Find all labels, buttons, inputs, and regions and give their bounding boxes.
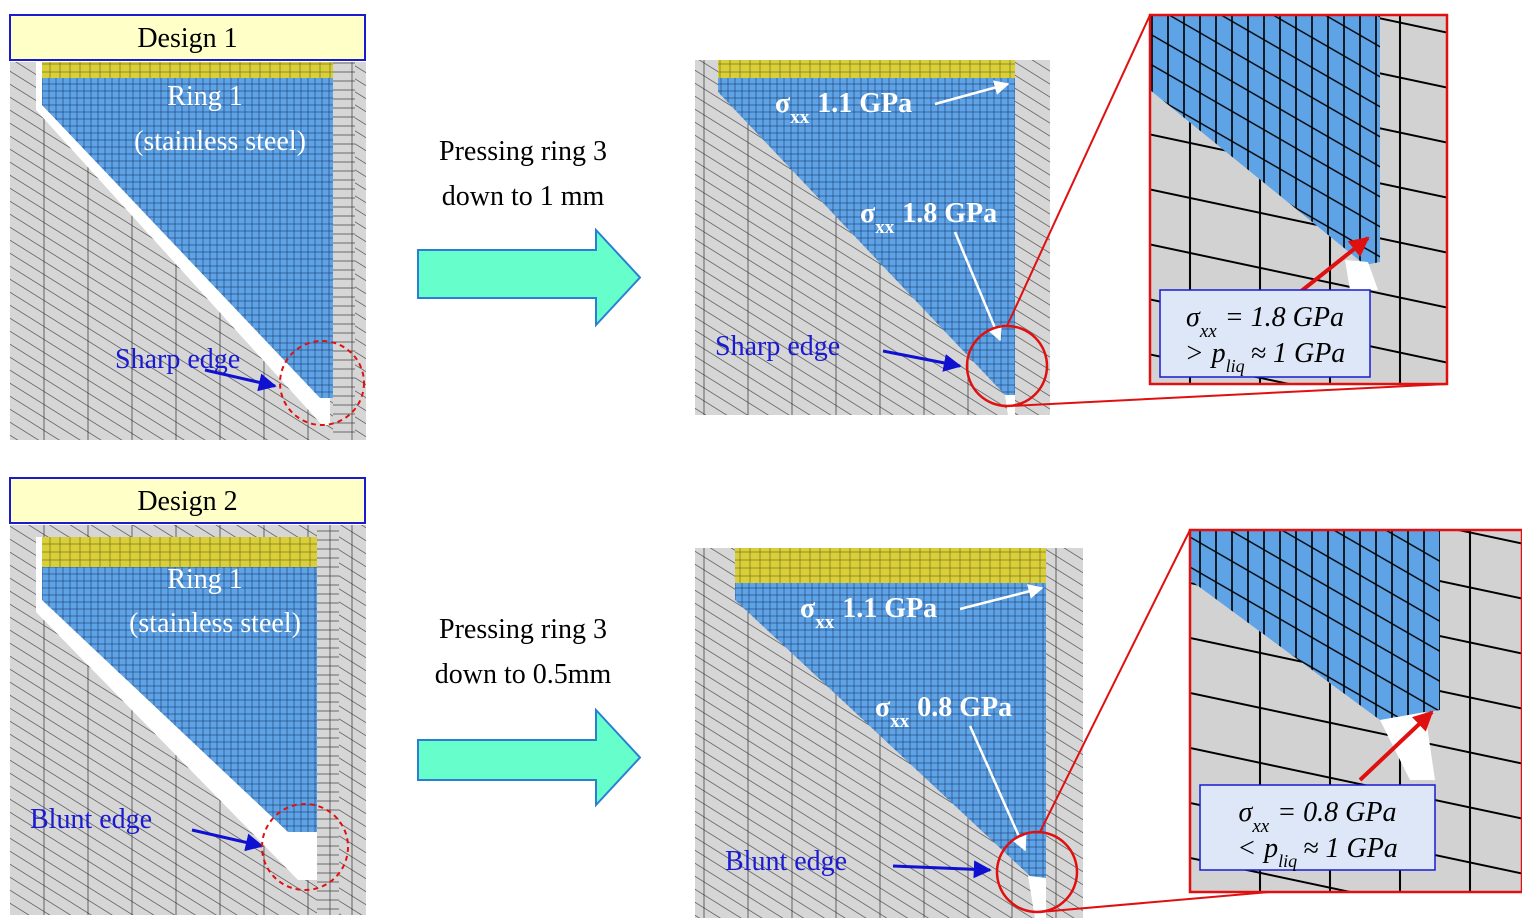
ring-material: (stainless steel) — [129, 608, 301, 639]
ring-material: (stainless steel) — [134, 126, 306, 157]
subscript: liq — [1226, 356, 1245, 376]
subscript: xx — [815, 612, 835, 633]
value: = 1.8 GPa — [1225, 302, 1344, 333]
symbol: σ — [775, 88, 791, 119]
edge-label: Sharp edge — [115, 344, 240, 375]
action-line: down to 0.5mm — [435, 659, 612, 690]
design-label: Design 1 — [137, 23, 237, 54]
figure: Design 1 Ring 1 (stainless steel) Sharp edg… — [0, 0, 1522, 918]
value: 0.8 GPa — [917, 692, 1012, 723]
symbol: σ — [800, 593, 816, 624]
symbol: σ — [1186, 302, 1201, 333]
ring-name: Ring 1 — [167, 81, 242, 112]
process-arrow — [418, 710, 640, 805]
subscript: xx — [790, 107, 810, 128]
ring-name: Ring 1 — [167, 564, 242, 595]
action-line: down to 1 mm — [442, 181, 605, 212]
value: = 0.8 GPa — [1277, 797, 1396, 828]
operator: > — [1185, 338, 1204, 369]
symbol: p — [1210, 338, 1226, 369]
edge-label: Blunt edge — [725, 846, 847, 877]
action-line: Pressing ring 3 — [439, 614, 607, 645]
ring-3 — [42, 62, 333, 78]
edge-label: Blunt edge — [30, 804, 152, 835]
operator: < — [1237, 833, 1256, 864]
subscript: xx — [890, 711, 910, 732]
design-row: Design 2 Ring 1 (stainless steel) Blunt edg… — [10, 478, 1522, 918]
ring-3 — [718, 60, 1015, 78]
zoom-line — [1010, 384, 1447, 406]
subscript: xx — [875, 217, 895, 238]
symbol: σ — [860, 198, 876, 229]
design-label: Design 2 — [137, 486, 237, 517]
process-arrow — [418, 230, 640, 325]
ring-3 — [735, 548, 1046, 583]
design-row: Design 1 Ring 1 (stainless steel) Sharp edg… — [10, 15, 1447, 440]
symbol: σ — [875, 692, 891, 723]
symbol: p — [1262, 833, 1278, 864]
subscript: liq — [1278, 851, 1297, 871]
ring-3 — [42, 537, 317, 567]
value: 1.1 GPa — [842, 593, 937, 624]
value: 1.8 GPa — [902, 198, 997, 229]
action-line: Pressing ring 3 — [439, 136, 607, 167]
symbol: σ — [1239, 797, 1254, 828]
mesh-column — [333, 62, 355, 440]
mesh-column — [317, 525, 339, 915]
value: ≈ 1 GPa — [1303, 833, 1398, 864]
value: 1.1 GPa — [817, 88, 912, 119]
value: ≈ 1 GPa — [1251, 338, 1346, 369]
edge-label: Sharp edge — [715, 331, 840, 362]
